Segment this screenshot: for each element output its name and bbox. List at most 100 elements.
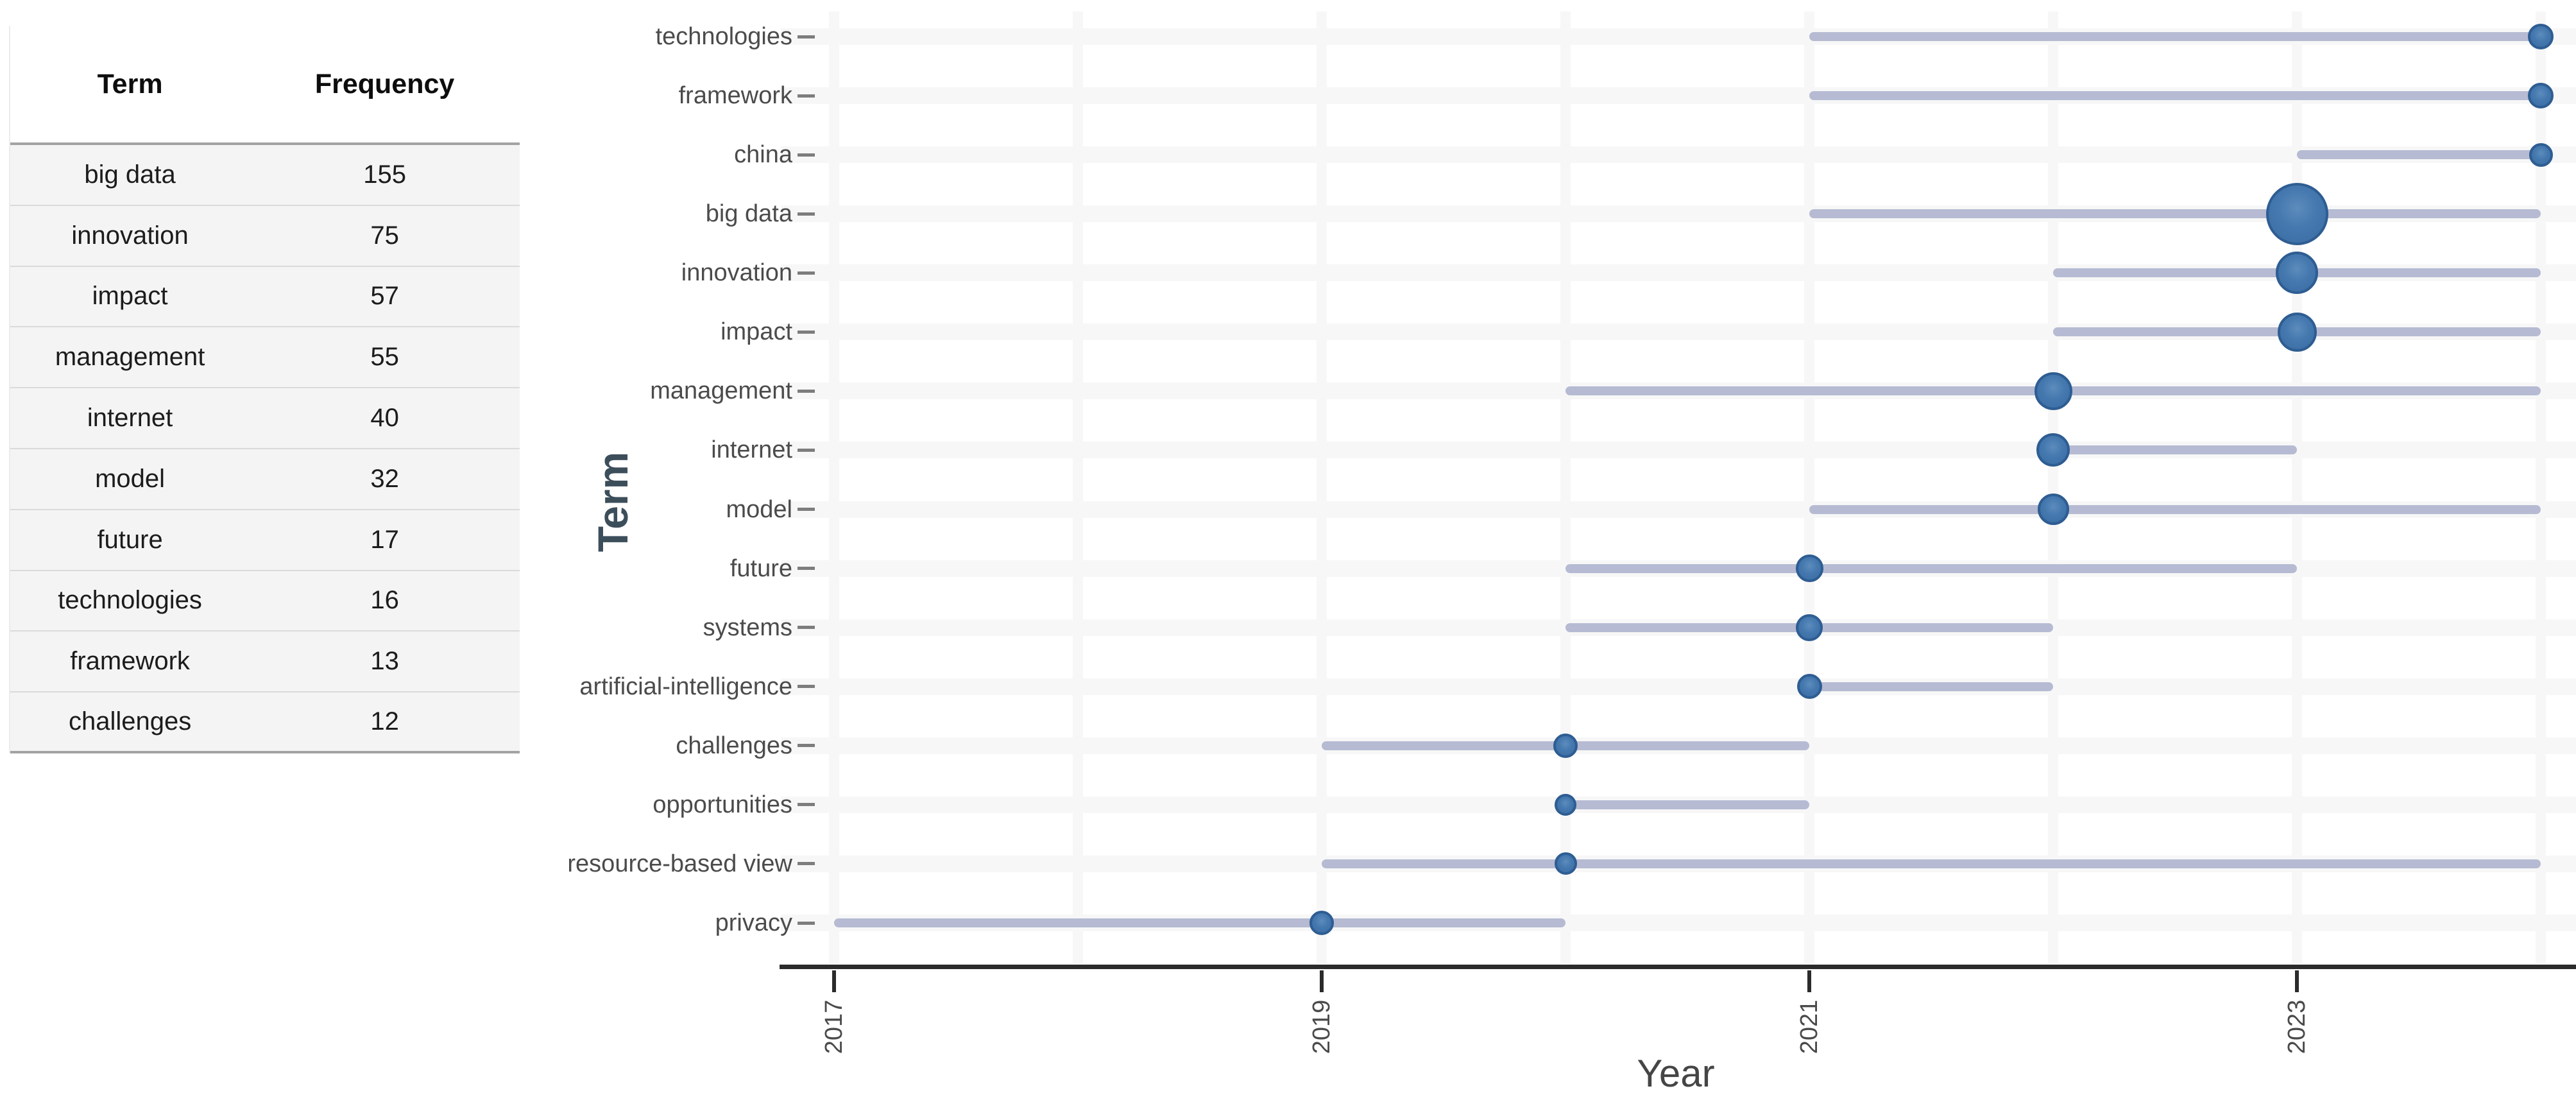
y-tick xyxy=(798,626,815,630)
table-cell-term: management xyxy=(55,343,205,372)
vertical-gridline xyxy=(1073,12,1083,963)
vertical-gridline xyxy=(2048,12,2058,963)
table-row: impact 57 xyxy=(10,266,520,328)
trend-dot xyxy=(2276,252,2318,295)
term-label: china xyxy=(734,141,792,169)
y-tick xyxy=(798,567,815,571)
table-cell-frequency: 155 xyxy=(363,160,406,189)
term-label: technologies xyxy=(655,23,792,50)
trend-dot xyxy=(1555,793,1576,816)
table-cell-term: technologies xyxy=(58,586,202,615)
trend-line xyxy=(1809,32,2541,41)
trend-line xyxy=(1322,859,2541,868)
vertical-gridline xyxy=(1560,12,1571,963)
table-cell-frequency: 17 xyxy=(370,525,399,554)
trend-dot xyxy=(1795,555,1823,583)
trend-dot xyxy=(2037,494,2069,526)
trend-line xyxy=(1809,682,2053,691)
trend-line xyxy=(1809,504,2541,514)
y-tick xyxy=(798,35,815,39)
term-label: management xyxy=(650,377,792,405)
y-tick xyxy=(798,685,815,689)
trend-line xyxy=(1565,563,2297,573)
term-label: big data xyxy=(705,200,792,228)
table-cell-term: innovation xyxy=(71,221,189,250)
table-cell-frequency: 75 xyxy=(370,221,399,250)
term-label: resource-based view xyxy=(567,850,792,877)
x-tick-label: 2017 xyxy=(821,999,848,1054)
trend-dot xyxy=(1796,674,1822,700)
trend-dot xyxy=(1796,614,1823,641)
term-label: framework xyxy=(678,82,792,110)
table-row: model 32 xyxy=(10,449,520,510)
table-row: innovation 75 xyxy=(10,205,520,267)
table-cell-term: framework xyxy=(70,647,190,676)
term-label: artificial-intelligence xyxy=(579,673,792,700)
table-body: big data 155 innovation 75 impact 57 managemen… xyxy=(10,145,520,753)
x-axis-title: Year xyxy=(1637,1052,1715,1095)
trend-line xyxy=(1565,800,1809,809)
trend-dot xyxy=(2277,312,2317,352)
vertical-gridline xyxy=(1804,12,1814,963)
table-cell-term: future xyxy=(97,525,163,554)
term-label: impact xyxy=(721,318,792,346)
horizontal-gridline xyxy=(781,146,2576,164)
x-tick xyxy=(1320,970,1324,992)
table-row: technologies 16 xyxy=(10,571,520,632)
table-header-frequency: Frequency xyxy=(314,68,455,99)
table-cell-term: challenges xyxy=(68,707,192,736)
y-tick xyxy=(798,153,815,157)
table-header-term: Term xyxy=(97,68,163,99)
trend-dot xyxy=(1309,911,1334,936)
x-tick-label: 2019 xyxy=(1308,999,1335,1054)
table-row: future 17 xyxy=(10,510,520,571)
table-cell-frequency: 16 xyxy=(370,586,399,615)
x-axis-line xyxy=(780,965,2576,969)
vertical-gridline xyxy=(2292,12,2302,963)
table-cell-term: big data xyxy=(84,160,176,189)
table-cell-frequency: 32 xyxy=(370,464,399,493)
trend-dot xyxy=(2034,372,2072,410)
trend-line xyxy=(834,918,1565,928)
trend-dot xyxy=(2036,433,2070,467)
table-row: management 55 xyxy=(10,327,520,389)
trend-line xyxy=(1809,209,2541,219)
horizontal-gridline xyxy=(781,442,2576,459)
table-cell-term: model xyxy=(95,464,166,493)
y-tick xyxy=(798,389,815,393)
trend-dot xyxy=(1554,852,1577,875)
term-label: model xyxy=(726,495,793,523)
y-tick xyxy=(798,921,815,925)
trend-line xyxy=(1809,91,2541,101)
y-tick xyxy=(798,862,815,866)
trend-dot xyxy=(2529,142,2553,167)
x-tick xyxy=(1807,970,1811,992)
term-frequency-table: Term Frequency big data 155 innovation 75 im… xyxy=(9,26,520,753)
table-row: framework 13 xyxy=(10,632,520,693)
table-header-row: Term Frequency xyxy=(10,26,520,145)
y-tick xyxy=(798,744,815,748)
table-cell-frequency: 40 xyxy=(370,404,399,433)
vertical-gridline xyxy=(2536,12,2546,963)
trend-line xyxy=(2053,445,2297,455)
vertical-gridline xyxy=(1317,12,1327,963)
term-label: opportunities xyxy=(653,791,792,818)
y-axis-title: Term xyxy=(589,451,636,553)
table-row: challenges 12 xyxy=(10,692,520,753)
term-label: internet xyxy=(711,436,792,464)
table-row: internet 40 xyxy=(10,388,520,449)
y-tick xyxy=(798,448,815,452)
trend-dot xyxy=(2528,24,2554,49)
table-cell-frequency: 12 xyxy=(370,707,399,736)
horizontal-gridline xyxy=(781,678,2576,695)
vertical-gridline xyxy=(829,12,839,963)
trend-line xyxy=(2297,150,2541,160)
x-tick xyxy=(832,970,836,992)
trend-dot xyxy=(1553,733,1578,758)
x-tick xyxy=(2295,970,2299,992)
trend-dot xyxy=(2265,182,2328,245)
y-tick xyxy=(798,803,815,807)
table-cell-term: internet xyxy=(87,404,173,433)
